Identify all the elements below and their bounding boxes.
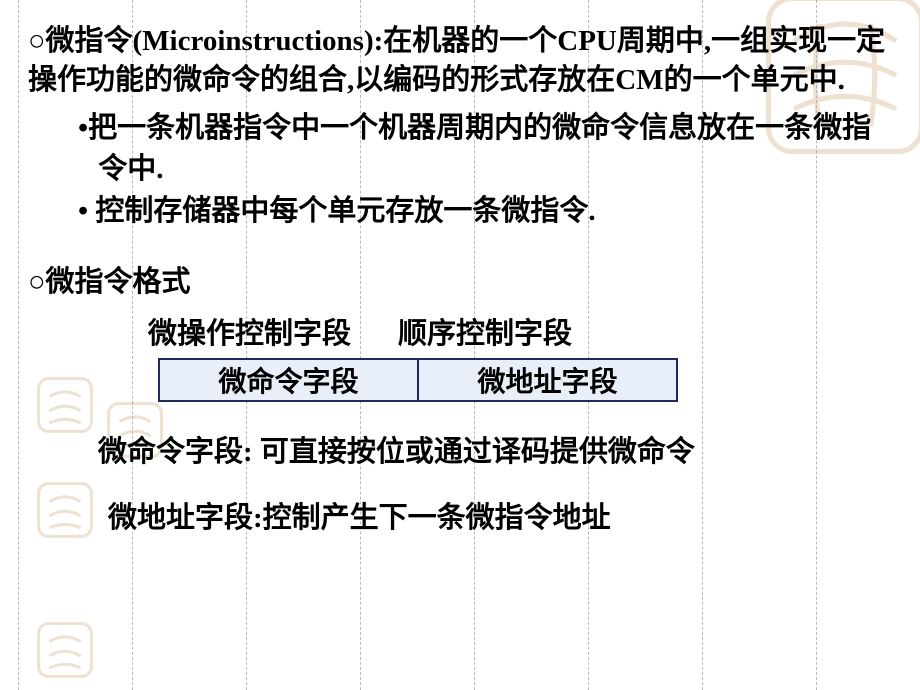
slide-content: ○微指令(Microinstructions):在机器的一个CPU周期中,一组实… bbox=[0, 0, 920, 536]
sequence-control-label: 顺序控制字段 bbox=[398, 310, 618, 352]
microaddress-field-cell: 微地址字段 bbox=[418, 358, 678, 402]
microcommand-field-description: 微命令字段: 可直接按位或通过译码提供微命令 bbox=[98, 428, 892, 470]
microcommand-field-cell: 微命令字段 bbox=[158, 358, 418, 402]
field-labels-row: 微操作控制字段 顺序控制字段 bbox=[148, 310, 892, 352]
watermark-seal-small bbox=[35, 620, 95, 680]
microaddress-field-description: 微地址字段:控制产生下一条微指令地址 bbox=[108, 494, 892, 536]
format-heading: ○微指令格式 bbox=[28, 258, 892, 300]
operation-control-label: 微操作控制字段 bbox=[148, 310, 398, 352]
microinstruction-definition: ○微指令(Microinstructions):在机器的一个CPU周期中,一组实… bbox=[28, 22, 892, 100]
definition-sublist: •把一条机器指令中一个机器周期内的微命令信息放在一条微指令中. • 控制存储器中… bbox=[78, 108, 892, 232]
microinstruction-format-table: 微命令字段 微地址字段 bbox=[158, 358, 892, 402]
sublist-item: • 控制存储器中每个单元存放一条微指令. bbox=[78, 191, 892, 232]
sublist-item: •把一条机器指令中一个机器周期内的微命令信息放在一条微指令中. bbox=[78, 108, 892, 189]
